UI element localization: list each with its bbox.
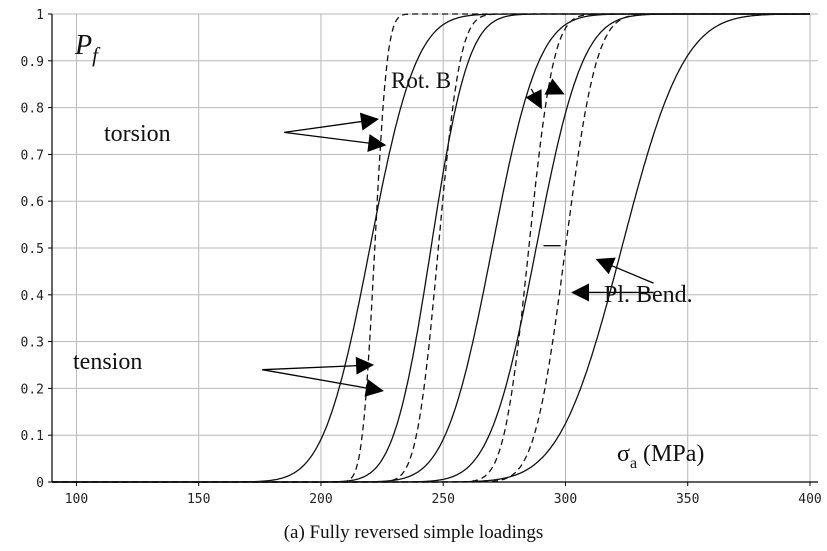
annotation-tension: tension xyxy=(73,349,142,375)
figure-caption: (a) Fully reversed simple loadings xyxy=(283,522,544,543)
x-tick-label-400: 400 xyxy=(798,492,821,507)
annotation-arrow-6 xyxy=(595,257,654,284)
x-tick-labels: 100 150 200 250 300 350 400 xyxy=(65,482,822,507)
y-tick-label-0.6: 0.6 xyxy=(21,195,44,210)
annotation-arrow-2 xyxy=(544,78,565,95)
y-tick-label-0.9: 0.9 xyxy=(21,55,44,70)
y-axis-label: Pf xyxy=(74,30,101,67)
x-tick-label-100: 100 xyxy=(65,492,88,507)
annotation-torsion: torsion xyxy=(104,121,171,147)
x-axis-label: σa (MPa) xyxy=(617,441,704,472)
x-tick-label-200: 200 xyxy=(309,492,332,507)
y-tick-label-1: 1 xyxy=(36,8,44,23)
y-tick-label-0.2: 0.2 xyxy=(21,382,44,397)
annotation-pl-bend: Pl. Bend. xyxy=(604,282,693,308)
annotation-arrow-4 xyxy=(262,356,375,375)
annotation-arrow-3 xyxy=(525,88,542,110)
y-tick-label-0.4: 0.4 xyxy=(21,289,45,304)
annotation-arrows xyxy=(262,78,654,397)
y-tick-label-0.3: 0.3 xyxy=(21,336,44,351)
solid-curve-4 xyxy=(52,13,810,483)
annotation-arrow-0 xyxy=(284,112,379,134)
grid xyxy=(52,13,818,482)
series-lines xyxy=(52,13,810,483)
y-tick-label-0.8: 0.8 xyxy=(21,102,44,117)
annotation-rot-b: Rot. B xyxy=(391,68,451,93)
chart: 0 0.1 0.2 0.3 0.4 0.5 0.6 0.7 0.8 0.9 1 100 150 200 2… xyxy=(21,8,822,507)
y-tick-label-0.7: 0.7 xyxy=(21,148,44,163)
x-tick-label-150: 150 xyxy=(187,492,210,507)
x-tick-label-300: 300 xyxy=(554,492,577,507)
y-tick-label-0.5: 0.5 xyxy=(21,242,44,257)
annotation-arrow-5 xyxy=(262,369,384,397)
y-tick-labels: 0 0.1 0.2 0.3 0.4 0.5 0.6 0.7 0.8 0.9 1 xyxy=(21,8,52,491)
x-tick-label-250: 250 xyxy=(431,492,454,507)
x-tick-label-350: 350 xyxy=(676,492,699,507)
y-tick-label-0: 0 xyxy=(36,476,44,491)
annotation-arrow-1 xyxy=(284,131,387,152)
dashed-curve-8 xyxy=(52,13,810,483)
y-tick-label-0.1: 0.1 xyxy=(21,429,44,444)
